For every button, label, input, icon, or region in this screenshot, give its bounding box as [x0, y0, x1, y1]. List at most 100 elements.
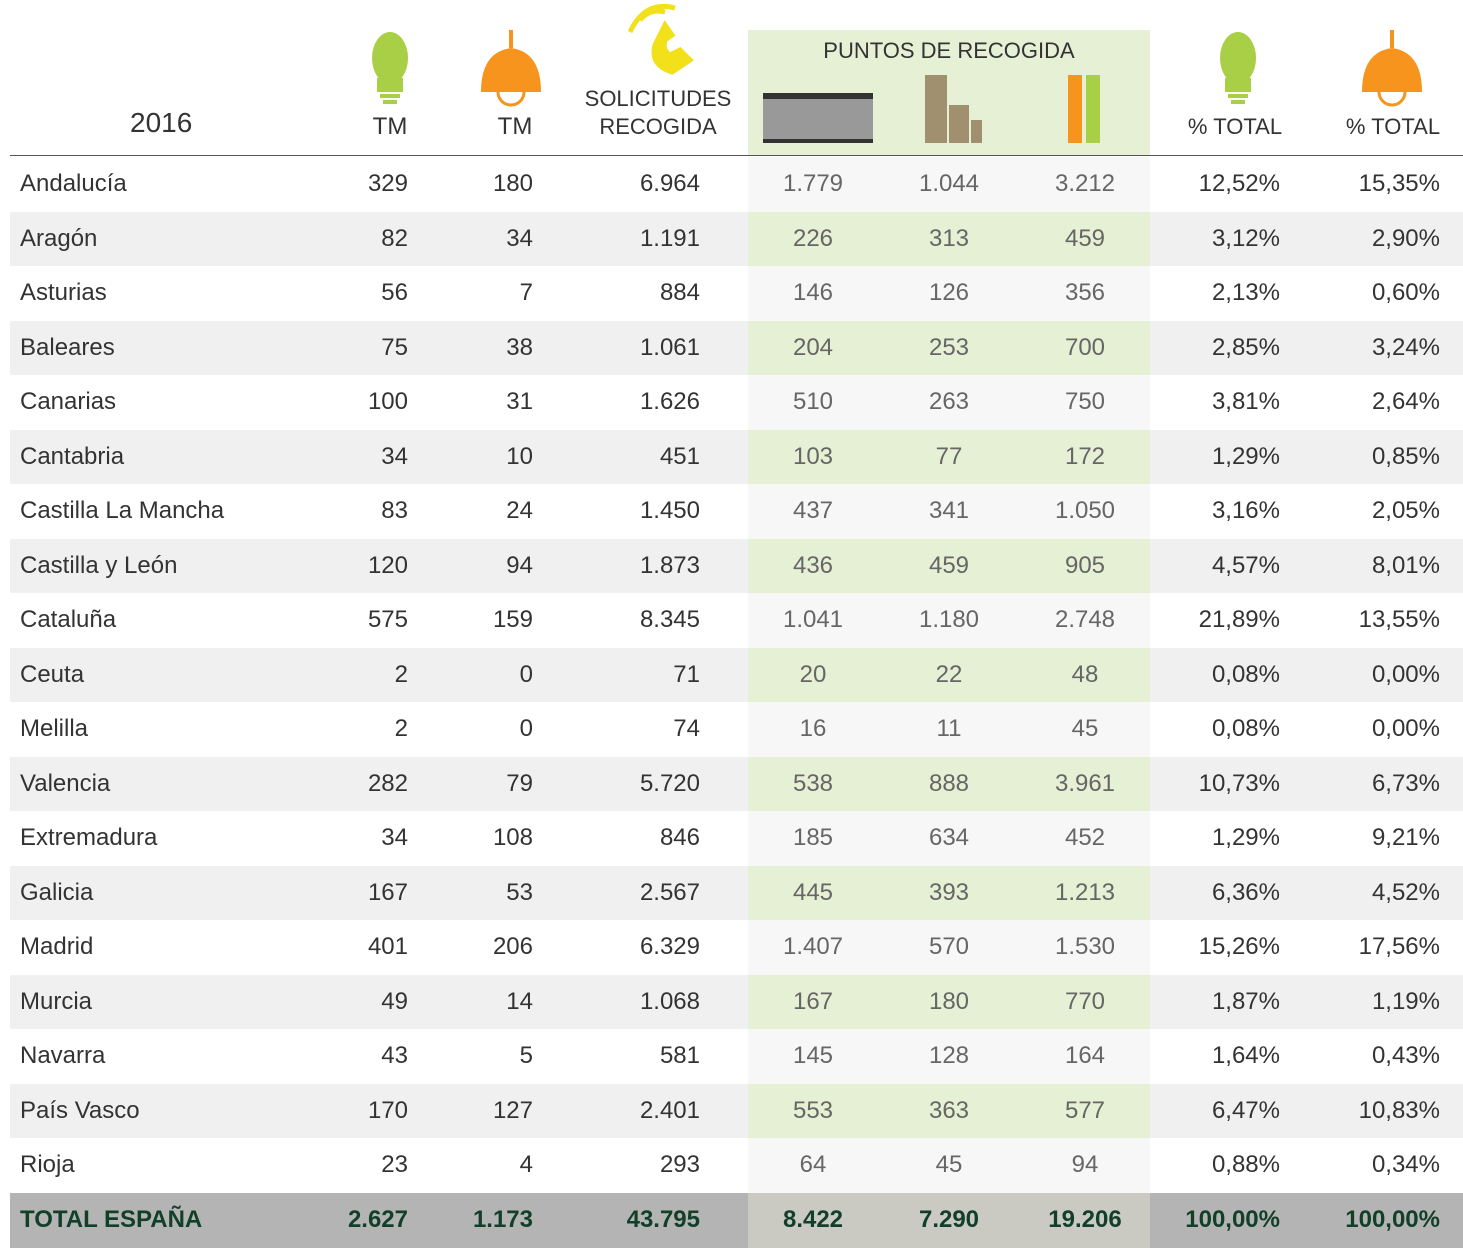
cell: 7.290: [918, 1206, 980, 1233]
cell: 13,55%: [1358, 606, 1440, 633]
cell: 38: [506, 333, 533, 361]
puntos-cell-bg: [748, 157, 1150, 212]
cell: 4: [519, 1151, 533, 1178]
cell: 2,13%: [1211, 279, 1280, 306]
cell: 363: [928, 1096, 970, 1124]
cell: 884: [659, 279, 700, 306]
cell: 1.191: [639, 224, 700, 252]
table-row: [10, 593, 1463, 648]
col-header: TM: [372, 113, 408, 140]
table-row: [10, 811, 1463, 866]
cell: 253: [928, 333, 970, 361]
cell: 401: [367, 933, 408, 960]
cell: 15,35%: [1358, 170, 1440, 197]
cell: 77: [935, 442, 963, 470]
row-label: Castilla y León: [20, 551, 178, 579]
row-label: Cantabria: [20, 442, 125, 470]
cell: 83: [381, 497, 408, 524]
puntos-cell-bg: [748, 865, 1150, 921]
lamp-icon: [481, 30, 541, 107]
cell: 16: [799, 715, 827, 742]
cell: 5: [519, 1042, 533, 1069]
year: 2016: [130, 107, 193, 138]
cell: 23: [381, 1151, 408, 1178]
cell: 538: [792, 769, 834, 797]
row-label: Andalucía: [20, 170, 127, 197]
table-row: [10, 375, 1463, 430]
table-row: [10, 266, 1463, 321]
col-header: SOLICITUDES: [584, 86, 732, 111]
cell: 437: [792, 497, 834, 524]
cell: 846: [659, 824, 700, 851]
row-label: TOTAL ESPAÑA: [20, 1206, 203, 1233]
cell: 293: [659, 1151, 700, 1178]
cell: 15,26%: [1198, 933, 1280, 960]
cell: 167: [367, 878, 408, 906]
cell: 56: [381, 279, 408, 306]
cell: 103: [792, 442, 834, 470]
cell: 553: [792, 1096, 834, 1124]
cell: 226: [792, 224, 834, 252]
col-header: % TOTAL: [1187, 114, 1283, 139]
col-header: TM: [497, 113, 533, 140]
cell: 3,12%: [1211, 224, 1280, 252]
row-label: Aragón: [20, 224, 98, 252]
cell: 3.212: [1054, 170, 1116, 197]
table-row: [10, 647, 1463, 703]
cell: 445: [792, 878, 834, 906]
cell: 126: [928, 279, 970, 306]
cell: 2: [394, 660, 408, 688]
cell: 0: [519, 660, 533, 688]
cell: 634: [928, 824, 970, 851]
cell: 3,81%: [1211, 388, 1280, 415]
cell: 1.173: [472, 1206, 533, 1233]
puntos-cell-bg: [748, 484, 1150, 539]
lamp-icon: [1362, 30, 1422, 107]
puntos-cell-bg: [748, 1083, 1150, 1139]
puntos-cell-bg: [748, 1138, 1150, 1193]
table-row: [10, 920, 1463, 975]
cell: 128: [928, 1042, 970, 1069]
cell: 2,90%: [1371, 224, 1440, 252]
cell: 0,08%: [1211, 660, 1280, 688]
cell: 0,34%: [1371, 1151, 1440, 1178]
puntos-cell-bg: [748, 593, 1150, 648]
cell: 2: [394, 715, 408, 742]
header-rule: [10, 155, 1463, 156]
cell: 45: [1071, 715, 1099, 742]
cell: 48: [1071, 660, 1099, 688]
cell: 575: [367, 606, 408, 633]
cell: 79: [506, 769, 533, 797]
cell: 341: [928, 497, 970, 524]
cell: 2.401: [639, 1096, 700, 1124]
cell: 1.626: [639, 388, 700, 415]
cell: 3.961: [1054, 769, 1116, 797]
buildings-icon: [925, 75, 982, 143]
cell: 1.050: [1054, 497, 1116, 524]
row-label: Galicia: [20, 878, 94, 906]
cell: 22: [935, 660, 963, 688]
table-row: [10, 157, 1463, 212]
cell: 1.450: [639, 497, 700, 524]
cell: 1.407: [782, 933, 844, 960]
cell: 0,60%: [1371, 279, 1440, 306]
cell: 34: [381, 824, 408, 851]
cell: 75: [381, 333, 408, 361]
cell: 180: [492, 170, 533, 197]
cell: 120: [367, 551, 408, 579]
table-row: [10, 865, 1463, 921]
puntos-cell-bg: [748, 538, 1150, 594]
row-label: Navarra: [20, 1042, 106, 1069]
cell: 204: [792, 333, 834, 361]
cell: 329: [367, 170, 408, 197]
cell: 53: [506, 878, 533, 906]
row-label: Extremadura: [20, 824, 158, 851]
cell: 0,43%: [1371, 1042, 1440, 1069]
puntos-cell-bg: [748, 266, 1150, 321]
cell: 159: [492, 606, 533, 633]
container-icon: [763, 93, 873, 143]
cell: 2,85%: [1211, 333, 1280, 361]
table-row: [10, 484, 1463, 539]
row-label: Baleares: [20, 333, 115, 361]
